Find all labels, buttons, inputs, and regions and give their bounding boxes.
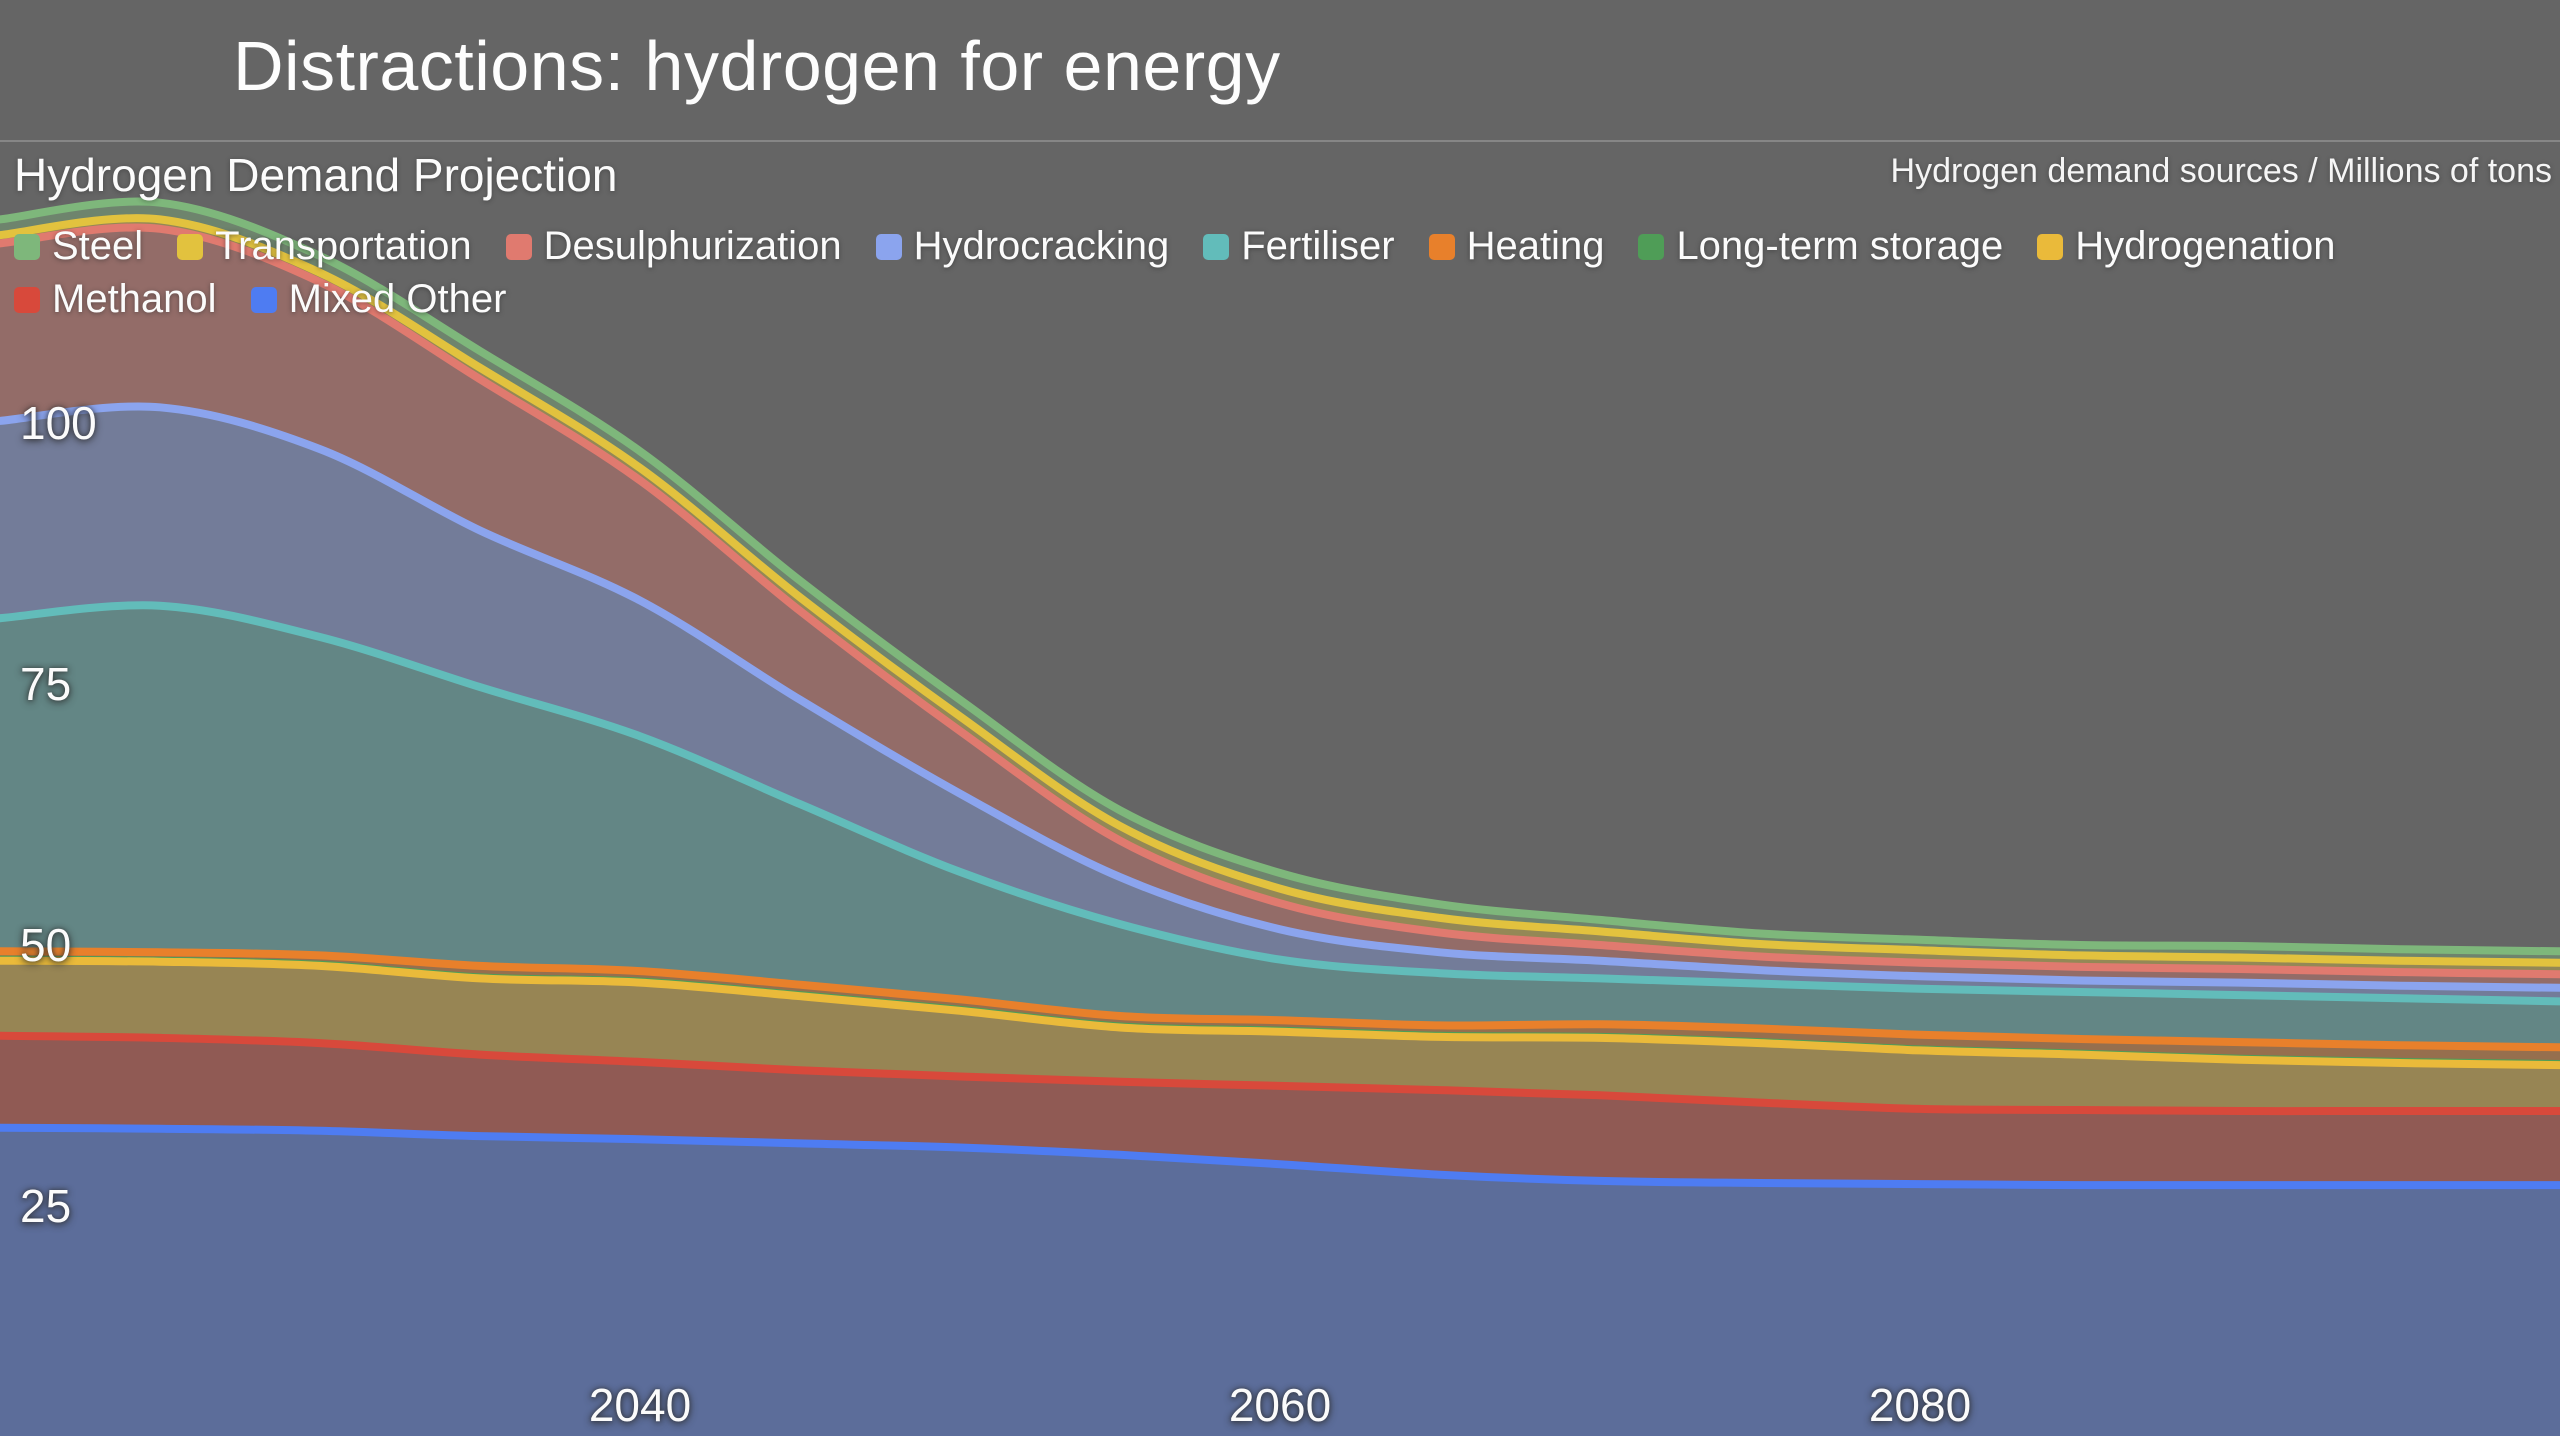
legend-swatch-hydrocracking	[875, 233, 902, 260]
line-steel	[0, 197, 2560, 956]
legend-label: Mixed Other	[288, 277, 507, 321]
legend-label: Desulphurization	[543, 224, 842, 268]
line-methanol	[0, 1031, 2560, 1116]
legend-item-heating[interactable]: Heating	[1428, 224, 1605, 269]
legend-label: Long-term storage	[1676, 224, 2004, 268]
legend-swatch-long-term-storage	[1638, 233, 1665, 260]
legend-label: Steel	[52, 224, 144, 268]
legend-swatch-steel	[14, 233, 40, 260]
line-mixed-other	[0, 1123, 2560, 1190]
line-fertiliser	[0, 601, 2560, 1006]
legend-label: Methanol	[52, 277, 217, 321]
legend-swatch-fertiliser	[1203, 233, 1230, 260]
legend-label: Hydrocracking	[913, 224, 1170, 268]
area-mixed-other	[0, 1127, 2560, 1436]
chart-units-caption: Hydrogen demand sources / Millions of to…	[1890, 152, 2552, 190]
line-desulphurization	[0, 223, 2560, 979]
y-axis-label-50: 50	[20, 919, 72, 971]
slide-header-bar: Distractions: hydrogen for energy	[0, 0, 2560, 142]
legend-swatch-transportation	[177, 233, 204, 260]
x-axis-label-2080: 2080	[1868, 1379, 1972, 1431]
legend-label: Fertiliser	[1241, 224, 1395, 268]
x-axis-label-2060: 2060	[1228, 1379, 1332, 1431]
y-axis-label-75: 75	[20, 658, 72, 710]
legend-row-1: Steel Transportation Desulphurization Hydro…	[14, 224, 2554, 269]
legend-row-2: Methanol Mixed Other	[14, 277, 2554, 322]
line-hydrocracking	[0, 402, 2560, 992]
legend-label: Hydrogenation	[2075, 224, 2336, 268]
legend-item-hydrocracking[interactable]: Hydrocracking	[875, 224, 1170, 269]
legend-swatch-desulphurization	[505, 233, 532, 260]
area-methanol	[0, 1035, 2560, 1186]
chart-title: Hydrogen Demand Projection	[14, 149, 618, 201]
legend-item-transportation[interactable]: Transportation	[177, 224, 472, 269]
y-axis-label-100: 100	[20, 397, 97, 449]
line-transportation	[0, 214, 2560, 967]
legend-item-steel[interactable]: Steel	[14, 224, 143, 269]
legend-item-methanol[interactable]: Methanol	[14, 277, 217, 322]
legend-item-hydrogenation[interactable]: Hydrogenation	[2037, 224, 2335, 269]
legend-item-fertiliser[interactable]: Fertiliser	[1203, 224, 1395, 269]
line-heating	[0, 947, 2560, 1052]
legend-swatch-hydrogenation	[2037, 233, 2064, 260]
area-hydrocracking	[0, 406, 2560, 1002]
slide-title: Distractions: hydrogen for energy	[233, 27, 1281, 105]
legend-swatch-methanol	[14, 286, 40, 313]
legend-item-mixed-other[interactable]: Mixed Other	[250, 277, 507, 322]
y-axis-label-25: 25	[20, 1180, 72, 1232]
legend-label: Transportation	[215, 224, 472, 268]
x-axis-label-2040: 2040	[588, 1379, 692, 1431]
area-hydrogenation	[0, 960, 2560, 1112]
legend-label: Heating	[1466, 224, 1605, 268]
area-fertiliser	[0, 605, 2560, 1048]
legend-item-long-term-storage[interactable]: Long-term storage	[1638, 224, 2003, 269]
legend-item-desulphurization[interactable]: Desulphurization	[505, 224, 842, 269]
line-hydrogenation	[0, 956, 2560, 1070]
legend-swatch-mixed-other	[250, 286, 277, 313]
legend-swatch-heating	[1428, 233, 1455, 260]
chart-legend: Steel Transportation Desulphurization Hydro…	[14, 224, 2554, 322]
